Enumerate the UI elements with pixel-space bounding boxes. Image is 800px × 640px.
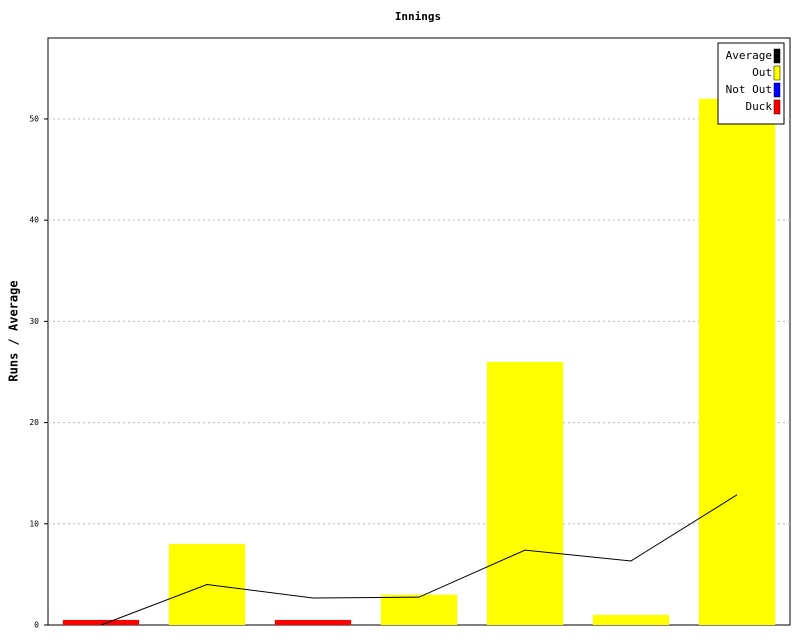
legend-box bbox=[717, 42, 785, 125]
y-tick-label: 10 bbox=[29, 519, 39, 528]
bar bbox=[486, 361, 564, 625]
y-tick-label: 40 bbox=[29, 216, 39, 225]
legend-label: Duck bbox=[746, 100, 773, 113]
y-tick-label: 0 bbox=[34, 621, 39, 630]
y-tick-label: 20 bbox=[29, 418, 39, 427]
legend-swatch bbox=[773, 99, 781, 115]
y-tick-label: 30 bbox=[29, 317, 39, 326]
bar bbox=[274, 619, 352, 625]
bar bbox=[592, 614, 670, 625]
average-line bbox=[100, 494, 738, 626]
bar bbox=[698, 98, 776, 626]
legend-swatch bbox=[773, 48, 781, 64]
y-axis-label: Runs / Average bbox=[7, 280, 21, 381]
bar bbox=[62, 619, 140, 625]
legend-swatch bbox=[773, 82, 781, 98]
legend-label: Average bbox=[726, 49, 772, 62]
legend-label: Out bbox=[752, 66, 772, 79]
y-tick-label: 50 bbox=[29, 114, 39, 123]
plot-area bbox=[47, 37, 791, 626]
chart-title: Innings bbox=[395, 10, 441, 23]
bar bbox=[380, 594, 458, 625]
legend-label: Not Out bbox=[726, 83, 772, 96]
legend-swatch bbox=[773, 65, 781, 81]
